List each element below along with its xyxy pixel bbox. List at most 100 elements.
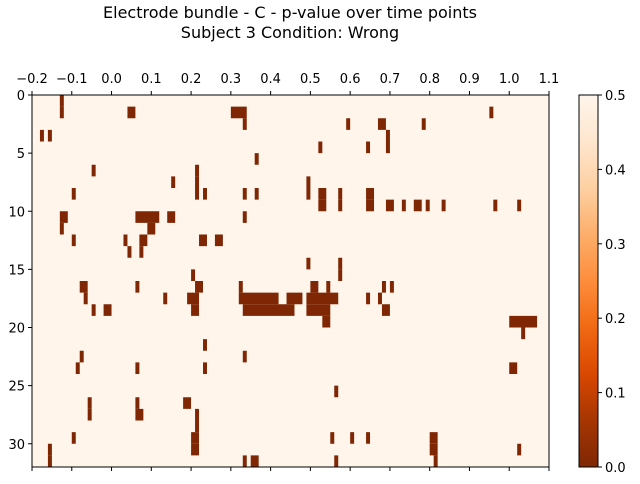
heatmap-cell-80 [509,315,538,328]
heatmap-cell-91 [135,397,140,409]
heatmap-cell-2 [127,106,136,119]
heatmap-cell-19 [195,176,200,189]
colorbar-tick-label-2: 0.2 [605,312,626,327]
heatmap-cell-14 [385,141,390,154]
heatmap-cell-11 [385,129,390,142]
heatmap-cell-40 [59,211,68,223]
heatmap-cell-12 [318,141,323,154]
x-axis: −0.2 −0.1 0.0 0.1 0.2 0.3 0.4 0.5 0.6 0.7 0.8 0.9 1.… [16,72,559,471]
heatmap-cell-18 [171,176,176,189]
heatmap-cell-45 [147,222,156,235]
colorbar-tick-label-4: 0.4 [605,163,626,178]
y-tick-label-3: 15 [8,263,25,278]
heatmap-cell-66 [163,292,168,305]
heatmap-cell-85 [75,362,80,375]
heatmap-cell-49 [199,234,207,247]
x-tick-label-1: −0.1 [56,72,88,87]
heatmap-cell-34 [401,199,406,212]
heatmap-cell-54 [338,257,343,270]
x-tick-label-3: 0.1 [141,72,162,87]
heatmap-cell-31 [338,199,343,212]
heatmap-background [32,95,549,467]
x-tick-label-11: 0.9 [459,72,480,87]
heatmap-cell-60 [238,281,243,293]
heatmap-cell-110 [334,455,339,468]
x-tick-label-7: 0.5 [300,72,321,87]
heatmap-cell-78 [381,304,390,316]
heatmap-cell-98 [191,432,200,444]
heatmap-cell-15 [254,153,259,165]
heatmap-cell-13 [366,141,371,154]
heatmap-cell-100 [350,432,355,444]
heatmap-cell-53 [306,257,311,270]
heatmap-cell-76 [242,304,295,316]
heatmap-cell-103 [47,443,52,456]
heatmap-cell-29 [366,188,375,200]
heatmap-cell-58 [135,281,140,293]
heatmap-cell-25 [254,188,259,200]
heatmap-cell-17 [195,164,200,177]
heatmap-cell-90 [87,397,92,409]
y-tick-label-0: 0 [17,89,25,104]
heatmap-cell-5 [242,118,247,130]
heatmap-cell-52 [139,246,144,258]
x-tick-label-13: 1.1 [539,72,560,87]
heatmap-cell-61 [310,281,319,293]
heatmap-cell-10 [47,129,52,142]
y-tick-label-6: 30 [8,438,25,453]
heatmap-cell-70 [306,292,339,305]
heatmap-cell-56 [338,269,343,282]
heatmap-cell-39 [517,199,522,212]
heatmap-cell-79 [322,315,331,328]
heatmap-cell-83 [79,350,84,363]
heatmap-cell-88 [509,362,518,375]
heatmap-cell-77 [306,304,331,316]
chart-subtitle: Subject 3 Condition: Wrong [180,23,400,42]
heatmap-cell-30 [318,199,327,212]
heatmap-cell-108 [242,455,247,468]
heatmap-cell-43 [242,211,247,223]
heatmap-cell-109 [250,455,259,468]
heatmap-cell-105 [429,443,438,456]
colorbar-tick-label-0: 0.0 [605,461,626,476]
heatmap-cell-9 [39,129,44,142]
heatmap-cell-59 [195,281,203,293]
heatmap-cell-33 [385,199,394,212]
heatmap-cell-51 [127,246,132,258]
x-tick-label-12: 1.0 [499,72,520,87]
heatmap-cell-101 [366,432,371,444]
heatmap-cell-96 [195,420,200,433]
chart-title: Electrode bundle - C - p-value over time… [103,3,477,22]
heatmap-cell-16 [91,164,96,177]
x-tick-label-5: 0.3 [221,72,242,87]
heatmap-cell-87 [203,362,207,375]
heatmap-cell-57 [79,281,88,293]
heatmap-cell-102 [429,432,438,444]
x-tick-label-9: 0.7 [380,72,401,87]
heatmap-cell-106 [517,443,522,456]
heatmap-cell-84 [242,350,247,363]
heatmap-cell-107 [47,455,52,468]
heatmap-cell-64 [389,281,394,293]
heatmap-cell-94 [135,408,144,421]
heatmap-cell-3 [230,106,247,119]
heatmap-cell-62 [326,281,331,293]
x-tick-label-10: 0.8 [419,72,440,87]
x-tick-label-8: 0.6 [340,72,361,87]
heatmap-cell-81 [521,327,526,340]
heatmap-cell-35 [413,199,422,212]
heatmap-cell-75 [191,304,200,316]
x-tick-label-2: 0.0 [101,72,122,87]
y-axis: 0 5 10 15 20 25 30 [8,89,32,453]
heatmap-cell-21 [71,188,76,200]
x-tick-label-4: 0.2 [181,72,202,87]
heatmap-cell-22 [195,188,200,200]
heatmap-cell-36 [425,199,430,212]
y-tick-label-2: 10 [8,205,25,220]
heatmap-cell-1 [59,106,64,119]
x-tick-label-0: −0.2 [16,72,48,87]
heatmap-cell-48 [139,234,148,247]
heatmap-cell-89 [334,385,339,398]
heatmap-cell-24 [242,188,247,200]
